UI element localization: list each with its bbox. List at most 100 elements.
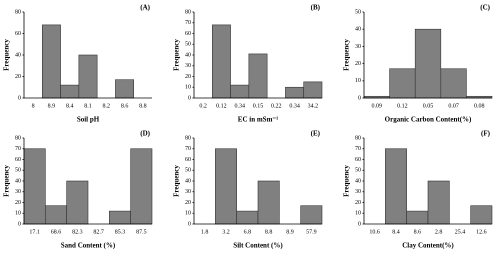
x-tick-label: 12.6 <box>476 229 487 235</box>
y-tick-label: 50 <box>15 168 21 174</box>
x-tick-label: 0.15 <box>253 103 264 109</box>
y-tick-label: 40 <box>355 178 361 184</box>
panel-label: (D) <box>140 130 150 138</box>
x-tick-label: 0.07 <box>448 103 459 109</box>
x-tick-label: 10.6 <box>369 229 380 235</box>
y-tick-label: 60 <box>185 157 191 163</box>
x-tick-label: 2.8 <box>435 229 443 235</box>
y-tick-label: 30 <box>185 189 191 195</box>
y-tick-label: 10 <box>355 211 361 217</box>
bar <box>230 84 250 99</box>
x-tick-label: 8.4 <box>392 229 400 235</box>
y-tick-label: 80 <box>185 9 191 15</box>
x-axis-title: Soil pH <box>77 116 100 124</box>
y-tick-label: 10 <box>185 211 191 217</box>
y-tick-label: 50 <box>355 9 361 15</box>
bar <box>285 86 305 99</box>
y-tick-label: 40 <box>15 52 21 58</box>
y-tick-label: 70 <box>355 146 361 152</box>
panel-label: (A) <box>140 4 150 12</box>
x-axis-title: EC in mSm⁻¹ <box>238 116 278 124</box>
y-tick-label: 80 <box>185 135 191 141</box>
y-tick-label: 50 <box>355 168 361 174</box>
x-tick-label: 0.34 <box>289 103 300 109</box>
bar <box>406 210 429 225</box>
x-tick-label: 85.3 <box>115 229 126 235</box>
y-tick-label: 0 <box>188 95 191 101</box>
x-tick-label: 25.4 <box>455 229 466 235</box>
bar <box>215 148 237 225</box>
y-tick-label: 60 <box>15 31 21 37</box>
x-tick-label: 82.3 <box>72 229 83 235</box>
x-tick-label: 1.8 <box>201 229 209 235</box>
x-tick-label: 0.12 <box>216 103 227 109</box>
bar <box>78 54 98 99</box>
bar <box>248 53 268 99</box>
y-tick-label: 50 <box>185 168 191 174</box>
x-tick-label: 17.1 <box>29 229 40 235</box>
x-tick-label: 8.9 <box>286 229 294 235</box>
y-tick-label: 30 <box>355 189 361 195</box>
y-tick-label: 60 <box>355 157 361 163</box>
x-tick-label: 0.08 <box>474 103 485 109</box>
bar <box>236 210 259 225</box>
y-axis-title: Frequency <box>343 165 351 197</box>
x-tick-label: 8.4 <box>66 103 74 109</box>
x-tick-label: 8.1 <box>84 103 92 109</box>
y-tick-label: 30 <box>15 189 21 195</box>
x-axis-title: Silt Content (%) <box>233 242 283 250</box>
x-tick-label: 8.8 <box>139 103 147 109</box>
x-tick-label: 0.05 <box>423 103 434 109</box>
y-tick-label: 60 <box>15 157 21 163</box>
y-tick-label: 20 <box>15 200 21 206</box>
x-tick-label: 0.2 <box>199 103 207 109</box>
y-tick-label: 20 <box>185 200 191 206</box>
bar <box>211 24 231 99</box>
x-tick-label: 0.22 <box>271 103 282 109</box>
x-tick-label: 6.8 <box>244 229 252 235</box>
x-tick-label: 3.2 <box>222 229 230 235</box>
y-tick-label: 50 <box>185 42 191 48</box>
y-tick-label: 20 <box>185 74 191 80</box>
bar <box>414 28 442 99</box>
x-tick-label: 87.5 <box>136 229 147 235</box>
bar <box>45 205 67 225</box>
y-tick-label: 10 <box>15 211 21 217</box>
x-tick-label: 0.12 <box>397 103 408 109</box>
y-tick-label: 60 <box>185 31 191 37</box>
y-tick-label: 30 <box>185 63 191 69</box>
bar <box>385 148 407 225</box>
y-tick-label: 0 <box>188 221 191 227</box>
y-tick-label: 40 <box>185 52 191 58</box>
panel-label: (E) <box>311 130 321 138</box>
y-tick-label: 70 <box>15 146 21 152</box>
x-tick-label: 0.34 <box>234 103 245 109</box>
bar <box>440 68 467 99</box>
bar <box>130 148 153 225</box>
y-tick-label: 20 <box>355 200 361 206</box>
y-tick-label: 80 <box>355 135 361 141</box>
x-tick-label: 34.2 <box>308 103 319 109</box>
y-tick-label: 40 <box>355 27 361 33</box>
y-axis-title: Frequency <box>173 39 181 71</box>
bar <box>23 148 46 225</box>
bar <box>470 205 493 225</box>
x-tick-label: 8.8 <box>265 229 273 235</box>
y-tick-label: 0 <box>358 95 361 101</box>
x-tick-label: 8.6 <box>414 229 422 235</box>
y-tick-label: 0 <box>358 221 361 227</box>
x-tick-label: 68.6 <box>51 229 62 235</box>
panel-label: (B) <box>311 4 321 12</box>
y-tick-label: 10 <box>355 78 361 84</box>
y-axis-title: Frequency <box>3 39 11 71</box>
y-tick-label: 0 <box>18 95 21 101</box>
bar <box>41 24 61 99</box>
bar <box>109 210 131 225</box>
x-axis-title: Sand Content (%) <box>61 242 116 250</box>
y-tick-label: 40 <box>15 178 21 184</box>
y-tick-label: 70 <box>185 146 191 152</box>
y-tick-label: 40 <box>185 178 191 184</box>
y-tick-label: 80 <box>15 135 21 141</box>
y-tick-label: 30 <box>355 44 361 50</box>
y-tick-label: 70 <box>185 20 191 26</box>
